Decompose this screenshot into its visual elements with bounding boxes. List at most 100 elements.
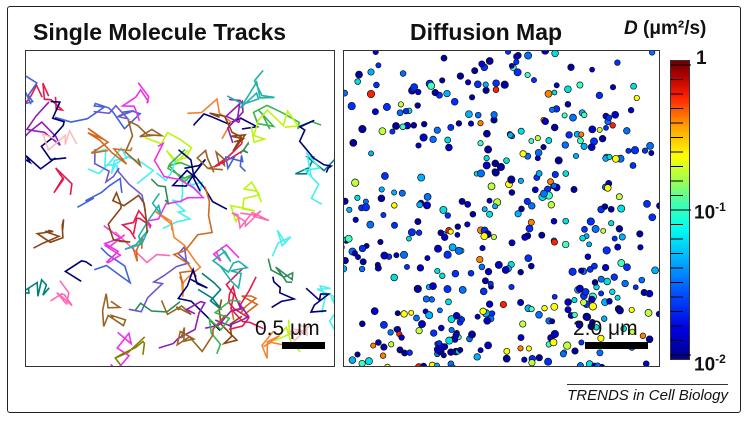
track-line (271, 229, 292, 257)
diffusion-dot (591, 279, 599, 286)
track-line (229, 180, 263, 224)
track-line (87, 127, 133, 165)
diffusion-dot (425, 311, 434, 320)
diffusion-dot (517, 127, 525, 135)
diffusion-dot (400, 310, 408, 318)
track-line (33, 219, 65, 249)
diffusion-dot (648, 213, 657, 222)
diffusion-dot (615, 193, 623, 201)
diffusion-dot (427, 81, 436, 90)
diffusion-dot (387, 329, 394, 336)
diffusion-dot (450, 97, 459, 106)
track-line (231, 210, 270, 230)
diffusion-dot (416, 264, 425, 272)
track-line (171, 149, 228, 210)
diffusion-dot (471, 67, 479, 75)
diffusion-dot (358, 244, 367, 253)
diffusion-dot (630, 146, 640, 155)
track-line (116, 340, 146, 358)
track-line (224, 98, 244, 144)
track-line (212, 243, 240, 262)
diffusion-dot (384, 363, 391, 366)
diffusion-dot (444, 212, 451, 219)
diffusion-dot (617, 259, 626, 267)
track-line (226, 69, 275, 109)
diffusion-dot (359, 320, 366, 328)
tracks-scale-label: 0.5 μm (255, 317, 320, 340)
diffusion-dot (614, 59, 621, 66)
diffusion-dot (581, 111, 588, 119)
track-line (158, 300, 206, 349)
diffusion-dot (550, 329, 559, 339)
diffusion-dot (550, 182, 558, 189)
diffusion-dot (601, 315, 608, 322)
diffusion-dot (618, 233, 626, 241)
diffusion-dot (554, 156, 563, 165)
diffusion-dot (586, 266, 594, 273)
diffusion-dot (508, 189, 516, 196)
colorbar-symbol: D (624, 18, 638, 39)
diffusion-dot (535, 170, 543, 177)
diffusion-dot (627, 107, 635, 114)
diffusion-dot (487, 182, 496, 191)
track-line (261, 330, 285, 359)
diffusion-dot (651, 266, 659, 275)
diffusion-dot (636, 230, 644, 238)
tracks-panel (25, 50, 335, 367)
diffusion-dot (524, 254, 533, 263)
diffusion-dot (458, 286, 467, 294)
track-line (250, 108, 300, 144)
diffusion-dot (603, 277, 611, 286)
diffusion-dot (390, 273, 398, 282)
diffusion-dot (406, 235, 412, 242)
diffusion-dot (473, 353, 481, 361)
diffusion-dot (551, 238, 558, 246)
diffusion-dot (484, 341, 492, 350)
track-line (93, 149, 147, 212)
diffusion-dot (414, 218, 422, 226)
diffusion-dot (541, 51, 550, 55)
colorbar-tick-mid-exp: -1 (715, 200, 726, 214)
diffusion-dot (402, 107, 410, 115)
diffusion-dot (483, 155, 490, 162)
diffusion-dot (423, 193, 432, 201)
diffusion-dot (571, 297, 578, 304)
diffusion-dot (457, 346, 464, 354)
colorbar-tick-bottom-base: 10 (694, 354, 716, 376)
track-line (160, 300, 192, 316)
diffusion-dot (344, 234, 353, 243)
diffusion-dot (656, 202, 659, 210)
diffusion-dot (517, 345, 524, 352)
diffusion-dot (487, 280, 494, 287)
diffusion-dot (551, 293, 558, 300)
diffusion-dot (606, 154, 613, 160)
diffusion-dot (605, 114, 613, 121)
diffusion-dot (629, 328, 636, 335)
track-line (224, 155, 247, 172)
diffusion-dot (642, 360, 650, 366)
diffusion-dot (429, 282, 437, 290)
diffusion-dot (621, 279, 629, 288)
diffusion-dot (551, 51, 559, 58)
diffusion-dot (474, 111, 482, 119)
diffusion-dot (347, 102, 356, 111)
diffusion-dot (578, 131, 585, 138)
diffusion-dot (564, 298, 572, 306)
diffusion-dot (447, 360, 455, 366)
diffusion-dot (578, 267, 585, 274)
track-line (172, 186, 214, 284)
diffusion-dot (408, 309, 415, 316)
diffusion-dot (584, 253, 592, 260)
diffusion-dot (464, 221, 471, 228)
diffusion-dot (399, 70, 407, 77)
diffusion-dot (451, 336, 459, 343)
diffusion-dot (564, 85, 572, 93)
diffusion-dot (371, 108, 379, 116)
diffusion-dot (456, 72, 465, 80)
diffusion-dot (561, 112, 568, 119)
diffusion-dot (477, 169, 485, 178)
diffusion-dot (570, 186, 578, 193)
diffusion-dot (609, 288, 616, 295)
diffusion-dot (396, 109, 404, 117)
diffusion-dot (578, 339, 585, 346)
